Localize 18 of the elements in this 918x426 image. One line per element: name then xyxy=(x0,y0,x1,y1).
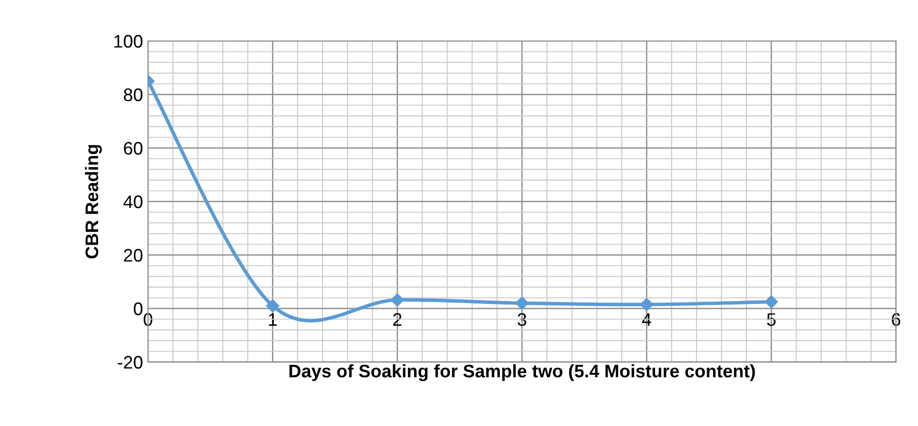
y-tick-label: 60 xyxy=(124,142,142,155)
y-tick-label: -20 xyxy=(118,356,142,369)
y-tick-label: 0 xyxy=(134,302,142,316)
x-tick-label: 1 xyxy=(269,313,277,326)
y-tick-label: 20 xyxy=(124,248,142,262)
y-tick-label: 100 xyxy=(114,34,142,48)
point xyxy=(515,296,529,310)
y-tick-label: 80 xyxy=(124,88,142,102)
x-tick-label: 3 xyxy=(518,313,526,326)
y-axis-title: CBR Reading xyxy=(84,145,102,258)
point xyxy=(640,298,654,312)
x-tick-label: 2 xyxy=(393,313,402,326)
point xyxy=(390,293,404,307)
x-tick-label: 4 xyxy=(642,313,652,326)
point xyxy=(266,299,280,312)
point xyxy=(764,295,778,308)
y-tick-label: 40 xyxy=(123,195,142,208)
x-axis-title: Days of Soaking for Sample two (5.4 Moisture content) xyxy=(289,364,755,382)
